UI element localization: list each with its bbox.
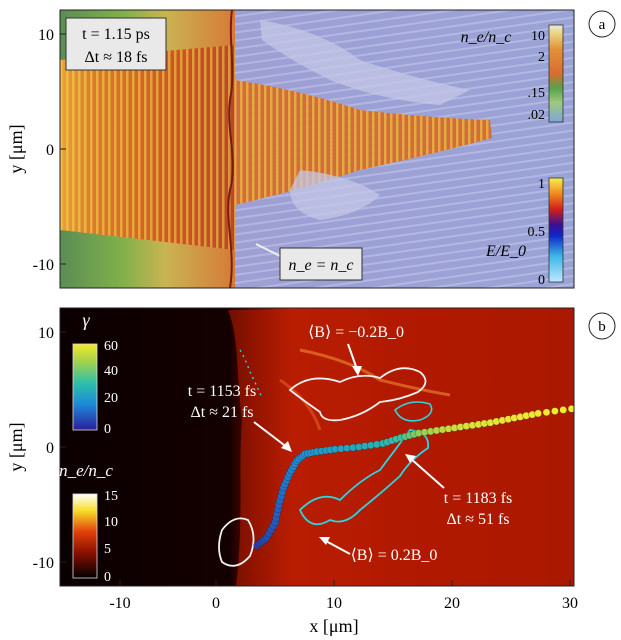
panel-b-gamma-label: γ — [82, 310, 90, 330]
x-tick-1: 0 — [212, 595, 220, 612]
panel-b-neg-bfield-contour — [288, 367, 427, 422]
panel-b-plasma — [228, 308, 574, 586]
panel-a-lower-filament — [290, 170, 380, 220]
panel-b-small-cyan-contour — [393, 401, 433, 422]
panel-b-y-label: y [μm] — [6, 422, 26, 471]
x-tick-2: 10 — [326, 595, 342, 612]
panel-b-y-tick-0: 10 — [38, 325, 54, 342]
panel-a-time-box: t = 1.15 ps Δt ≈ 18 fs — [65, 17, 167, 71]
panel-a-density-tick-0: 10 — [531, 29, 545, 44]
panel-a-field-tick-0: 1 — [538, 177, 545, 192]
trajectory-point — [542, 408, 551, 417]
panel-b-pos-bfield-contour — [298, 429, 430, 526]
panel-b-y-tick-2: -10 — [33, 555, 54, 572]
panel-b-label: b — [588, 312, 616, 340]
t2-label-line2: Δt ≈ 51 fs — [446, 511, 509, 528]
x-axis-label: x [μm] — [309, 616, 358, 636]
panel-b-lower-white-contour — [218, 517, 255, 567]
panel-a-time-line2: Δt ≈ 18 fs — [84, 49, 147, 66]
critical-label: n_e = n_c — [289, 257, 354, 274]
panel-b-density-tick-3: 0 — [104, 570, 111, 585]
panel-b-y-tick-1: 0 — [46, 440, 54, 457]
panel-a-field-tick-2: 0 — [538, 273, 545, 288]
t1-arrowhead — [281, 441, 292, 452]
t1-arrow — [253, 421, 289, 449]
panel-a-y-tick-0: 10 — [38, 27, 54, 44]
panel-a-y-tick-1: 0 — [46, 142, 54, 159]
panel-a-density-tick-3: .02 — [528, 108, 546, 123]
trajectory-point — [559, 406, 567, 414]
panel-a-density-tick-2: .15 — [528, 86, 546, 101]
panel-b-gamma-tick-0: 60 — [104, 339, 118, 354]
x-axis: -10 0 10 20 30 x [μm] — [109, 580, 578, 636]
t1-label-line1: t = 1153 fs — [188, 383, 256, 400]
panel-a-density-colorbar-label: n_e/n_c — [461, 29, 512, 46]
t2-arrowhead — [405, 454, 416, 463]
panel-a-field-colorbar-label: E/E_0 — [485, 243, 526, 260]
trajectory-point — [551, 407, 559, 415]
panel-a-density-tick-1: 2 — [538, 50, 545, 65]
panel-a-y-tick-2: -10 — [33, 257, 54, 274]
svg-text:b: b — [598, 319, 606, 335]
panel-b-gamma-tick-2: 20 — [104, 391, 118, 406]
panel-a-y-label: y [μm] — [6, 124, 26, 173]
trajectory-point — [567, 405, 574, 413]
panel-b-density-colorbar: n_e/n_c 15 10 5 0 — [59, 461, 118, 585]
panel-b-upper-filament — [299, 348, 451, 397]
panel-b-gamma-tick-1: 40 — [104, 364, 118, 379]
panel-b-y-axis: 10 0 -10 y [μm] — [6, 325, 66, 572]
x-tick-3: 20 — [444, 595, 460, 612]
panel-b-density-tick-2: 5 — [104, 542, 111, 557]
panel-a-field-tick-1: 0.5 — [528, 225, 546, 240]
panel-a-density-colorbar: n_e/n_c 10 2 .15 .02 — [461, 24, 564, 123]
panel-b-density-tick-1: 10 — [104, 515, 118, 530]
panel-a-field-colorbar: 1 0.5 0 E/E_0 — [485, 177, 564, 288]
panel-b-upper-trajectory — [239, 349, 263, 399]
t1-label-line2: Δt ≈ 21 fs — [190, 404, 253, 421]
panel-b — [60, 308, 574, 586]
t2-label-line1: t = 1183 fs — [444, 490, 512, 507]
panel-b-annotations: ⟨B⟩ = −0.2B_0 t = 1153 fs Δt ≈ 21 fs t =… — [188, 324, 512, 564]
panel-a-time-line1: t = 1.15 ps — [82, 26, 150, 43]
bfield-negative-label: ⟨B⟩ = −0.2B_0 — [308, 324, 404, 341]
panel-a — [60, 10, 574, 288]
panel-b-density-tick-0: 15 — [104, 489, 118, 504]
trajectory-point — [534, 409, 542, 418]
panel-a-label: a — [588, 10, 616, 38]
bfield-positive-label: ⟨B⟩ = 0.2B_0 — [351, 547, 438, 564]
bfield-positive-arrowhead — [319, 537, 330, 545]
panel-a-y-axis: 10 0 -10 y [μm] — [6, 27, 66, 274]
t2-arrow — [409, 457, 445, 489]
electron-trajectory — [253, 405, 574, 550]
bfield-positive-arrow — [323, 539, 351, 555]
critical-label-box: n_e = n_c — [279, 247, 363, 281]
panel-b-gamma-tick-3: 0 — [104, 422, 111, 437]
panel-b-channel-edge — [279, 378, 322, 431]
critical-density-contour — [227, 10, 234, 288]
panel-b-density-label: n_e/n_c — [59, 461, 113, 480]
x-tick-4: 30 — [562, 595, 578, 612]
x-tick-0: -10 — [109, 595, 130, 612]
panel-b-gamma-colorbar: γ 60 40 20 0 — [72, 310, 118, 437]
panel-a-laser-fringes — [60, 45, 235, 250]
panel-a-upper-filament — [260, 20, 470, 105]
bfield-negative-arrowhead — [352, 366, 362, 376]
svg-text:a: a — [599, 17, 606, 33]
